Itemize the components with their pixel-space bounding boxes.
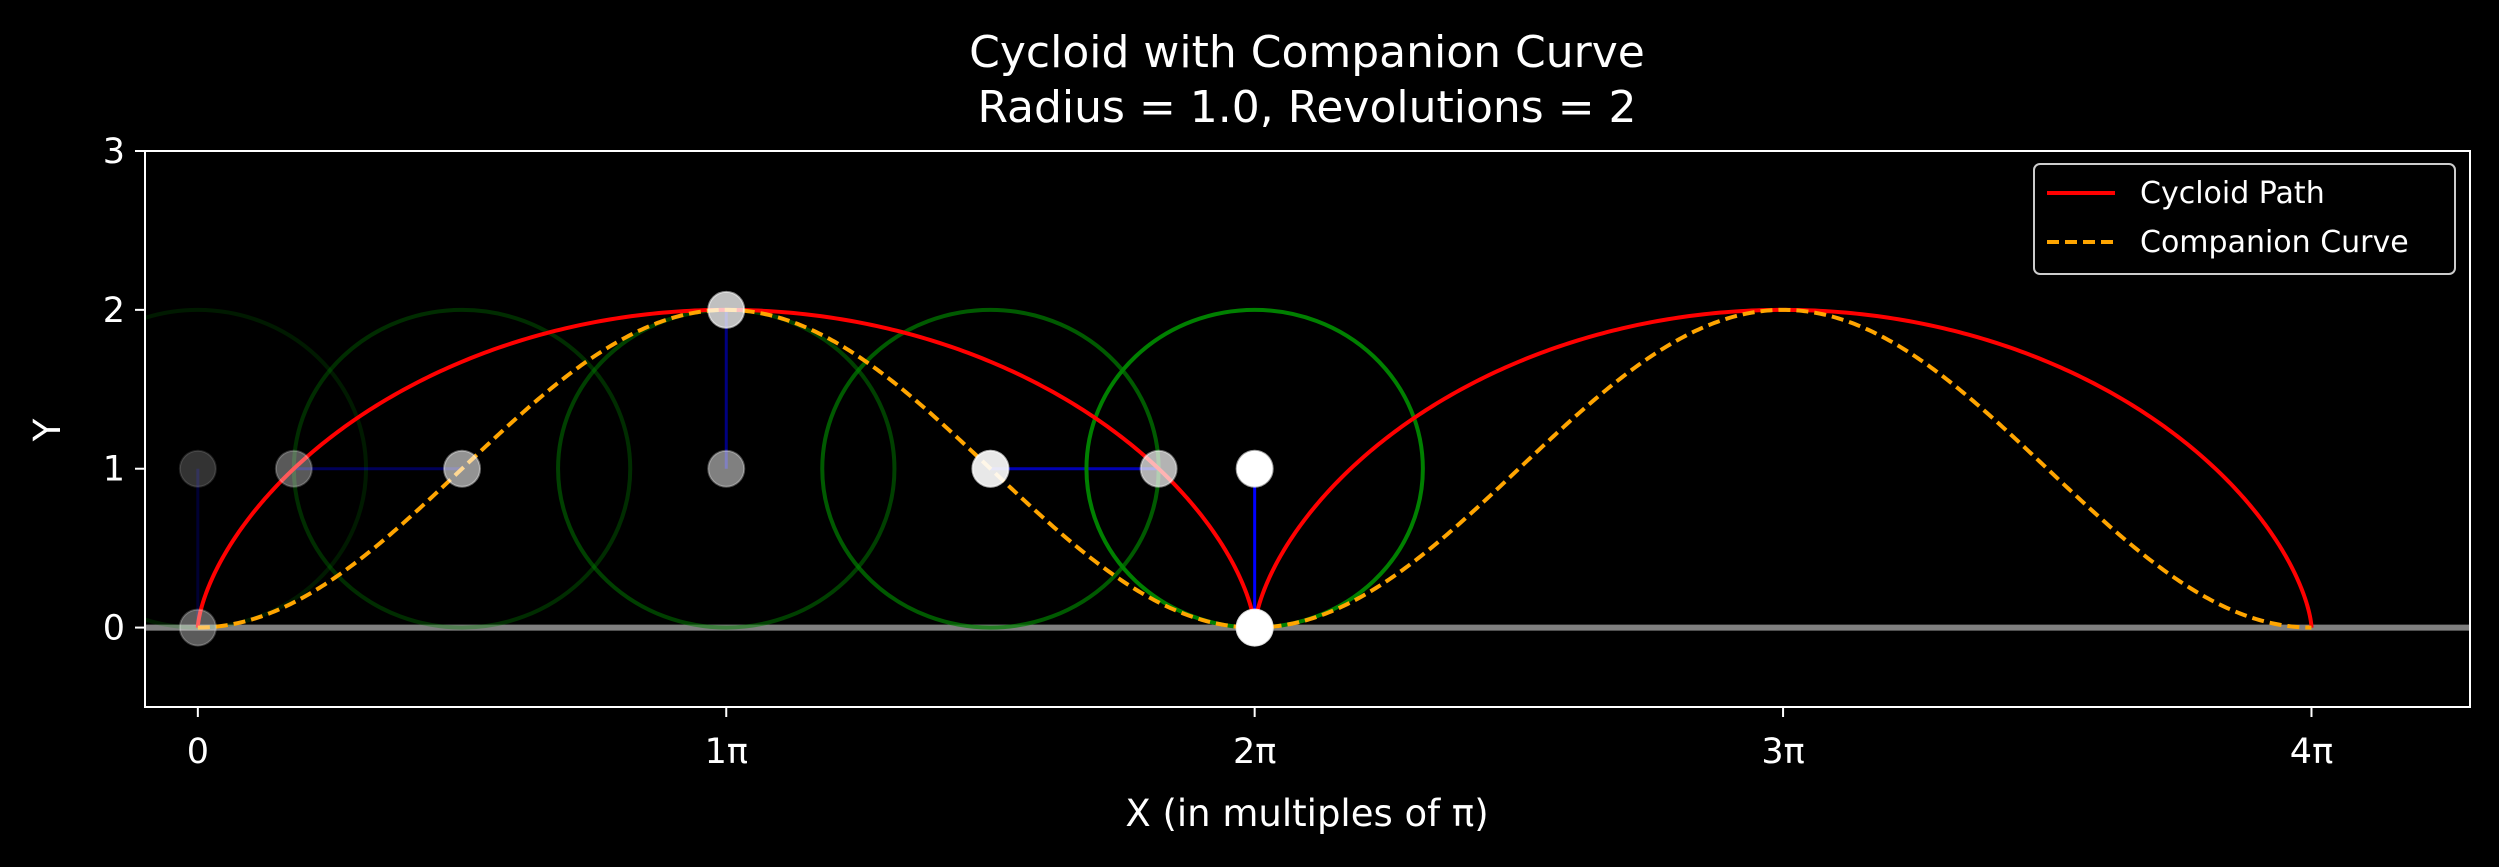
y-tick-label: 2 xyxy=(103,291,125,331)
y-tick-label: 3 xyxy=(103,132,125,172)
x-axis-label: X (in multiples of π) xyxy=(1125,792,1488,835)
companion-point-marker xyxy=(707,290,746,329)
y-axis-label: Y xyxy=(26,418,69,442)
legend: Cycloid Path Companion Curve xyxy=(2033,163,2456,275)
companion-point-marker xyxy=(178,608,217,647)
plot-area xyxy=(145,290,2470,647)
chart-title: Cycloid with Companion Curve xyxy=(969,27,1645,78)
chart-subtitle: Radius = 1.0, Revolutions = 2 xyxy=(977,82,1636,133)
legend-label-companion: Companion Curve xyxy=(2140,225,2409,260)
plot-frame xyxy=(144,150,2471,708)
x-tick-label: 1π xyxy=(705,732,748,772)
axis-ticks: 0 1π 2π 3π 4π 0 1 2 3 xyxy=(103,132,2333,772)
cycloid-point-marker xyxy=(1139,449,1178,488)
cycloid-point-marker xyxy=(178,608,217,647)
companion-point-marker xyxy=(1235,608,1274,647)
x-tick-label: 2π xyxy=(1233,732,1276,772)
cycloid-point-marker xyxy=(274,449,313,488)
legend-label-cycloid: Cycloid Path xyxy=(2140,176,2325,211)
center-marker xyxy=(707,449,746,488)
legend-box xyxy=(2033,163,2456,275)
y-tick-label: 1 xyxy=(103,450,125,490)
y-tick-label: 0 xyxy=(103,609,125,649)
x-tick-label: 0 xyxy=(187,732,209,772)
center-marker xyxy=(1235,449,1274,488)
center-marker xyxy=(178,449,217,488)
x-tick-label: 4π xyxy=(2290,732,2333,772)
companion-point-marker xyxy=(443,449,482,488)
companion-point-marker xyxy=(971,449,1010,488)
x-tick-label: 3π xyxy=(1761,732,1804,772)
center-marker xyxy=(443,449,482,488)
